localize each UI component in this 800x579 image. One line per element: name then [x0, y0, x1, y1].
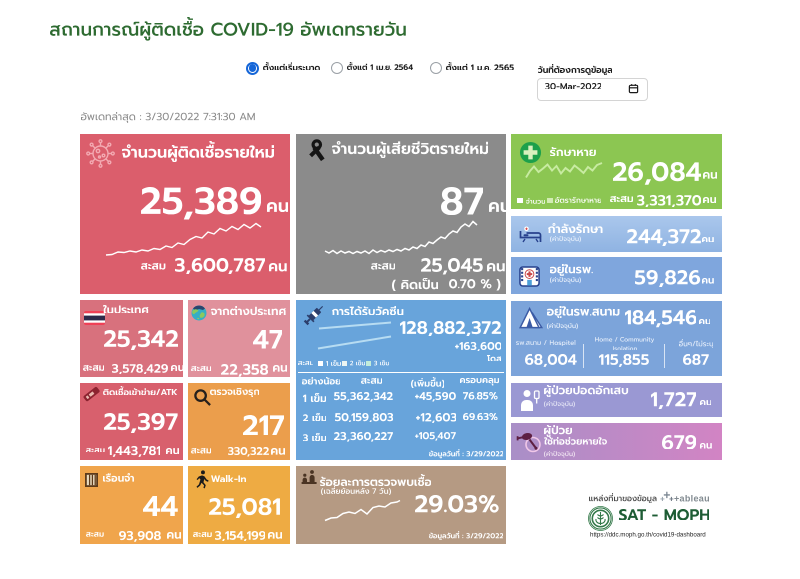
svg-text:+ableau: +ableau	[674, 493, 710, 503]
